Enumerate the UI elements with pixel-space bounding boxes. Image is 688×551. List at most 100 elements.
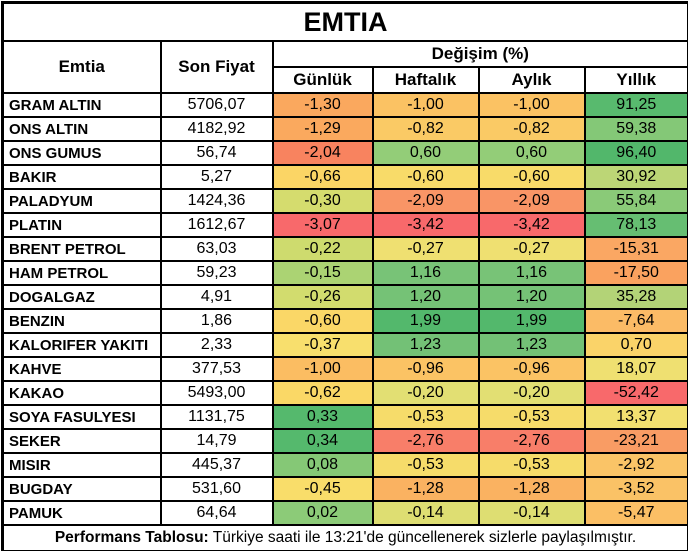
table-row: KAHVE 377,53 -1,00 -0,96 -0,96 18,07 [1,356,688,382]
change-cell-aylik: -0,53 [477,452,586,478]
change-cell-yillik: 59,38 [583,116,688,142]
change-cell-gunluk: -3,07 [271,212,374,238]
change-cell-yillik: -23,21 [583,428,688,454]
change-cell-haftalik: -2,76 [371,428,480,454]
change-cell-haftalik: 0,60 [371,140,480,166]
change-cell-aylik: -0,82 [477,116,586,142]
change-cell-gunluk: -2,04 [271,140,374,166]
commodity-name: ONS GUMUS [1,140,162,166]
last-price: 59,23 [159,260,274,286]
change-cell-haftalik: -0,82 [371,116,480,142]
commodity-name: PLATIN [1,212,162,238]
change-cell-aylik: -3,42 [477,212,586,238]
change-cell-gunluk: -0,66 [271,164,374,190]
last-price: 4,91 [159,284,274,310]
last-price: 5706,07 [159,92,274,118]
table-row: MISIR 445,37 0,08 -0,53 -0,53 -2,92 [1,452,688,478]
change-cell-yillik: -17,50 [583,260,688,286]
change-cell-haftalik: -0,20 [371,380,480,406]
change-cell-aylik: -0,96 [477,356,586,382]
change-cell-yillik: 18,07 [583,356,688,382]
change-cell-aylik: -0,20 [477,380,586,406]
change-cell-gunluk: -0,15 [271,260,374,286]
commodity-name: KAKAO [1,380,162,406]
change-cell-gunluk: -0,22 [271,236,374,262]
footer-text: Türkiye saati ile 13:21'de güncellenerek… [208,529,637,546]
change-cell-aylik: -2,09 [477,188,586,214]
change-cell-gunluk: 0,08 [271,452,374,478]
col-header-aylik: Aylık [477,66,586,94]
change-cell-aylik: -2,76 [477,428,586,454]
commodity-name: BUGDAY [1,476,162,502]
table-row: ONS GUMUS 56,74 -2,04 0,60 0,60 96,40 [1,140,688,166]
change-cell-gunluk: -1,30 [271,92,374,118]
last-price: 56,74 [159,140,274,166]
table-row: PAMUK 64,64 0,02 -0,14 -0,14 -5,47 [1,500,688,526]
last-price: 64,64 [159,500,274,526]
footer-row: Performans Tablosu: Türkiye saati ile 13… [1,524,688,551]
last-price: 1424,36 [159,188,274,214]
change-cell-yillik: -2,92 [583,452,688,478]
change-cell-gunluk: -1,00 [271,356,374,382]
footer-label: Performans Tablosu: [54,529,209,546]
last-price: 531,60 [159,476,274,502]
table-row: PLATIN 1612,67 -3,07 -3,42 -3,42 78,13 [1,212,688,238]
col-header-yillik: Yıllık [583,66,688,94]
change-cell-yillik: -7,64 [583,308,688,334]
change-cell-yillik: 13,37 [583,404,688,430]
table-row: DOGALGAZ 4,91 -0,26 1,20 1,20 35,28 [1,284,688,310]
change-cell-haftalik: 1,16 [371,260,480,286]
change-cell-gunluk: -0,37 [271,332,374,358]
last-price: 5,27 [159,164,274,190]
change-cell-haftalik: -3,42 [371,212,480,238]
commodity-name: DOGALGAZ [1,284,162,310]
change-cell-yillik: -52,42 [583,380,688,406]
table-row: KAKAO 5493,00 -0,62 -0,20 -0,20 -52,42 [1,380,688,406]
sub-header-row: Günlük Haftalık Aylık Yıllık [3,66,688,94]
table-body: GRAM ALTIN 5706,07 -1,30 -1,00 -1,00 91,25 ONS… [1,92,688,526]
commodity-name: BRENT PETROL [1,236,162,262]
change-cell-aylik: -1,28 [477,476,586,502]
change-cell-yillik: 55,84 [583,188,688,214]
table-row: KALORIFER YAKITI 2,33 -0,37 1,23 1,23 0,70 [1,332,688,358]
change-cell-yillik: -15,31 [583,236,688,262]
commodity-name: BENZIN [1,308,162,334]
change-cell-yillik: 91,25 [583,92,688,118]
commodity-name: ONS ALTIN [1,116,162,142]
change-cell-gunluk: -0,62 [271,380,374,406]
table-row: SOYA FASULYESI 1131,75 0,33 -0,53 -0,53 13,37 [1,404,688,430]
change-cell-haftalik: -0,14 [371,500,480,526]
change-cell-haftalik: -1,00 [371,92,480,118]
change-cell-yillik: 30,92 [583,164,688,190]
commodity-name: PAMUK [1,500,162,526]
table-row: BENZIN 1,86 -0,60 1,99 1,99 -7,64 [1,308,688,334]
last-price: 1,86 [159,308,274,334]
table-row: ONS ALTIN 4182,92 -1,29 -0,82 -0,82 59,38 [1,116,688,142]
change-cell-haftalik: -0,53 [371,452,480,478]
change-cell-yillik: -5,47 [583,500,688,526]
commodity-name: KAHVE [1,356,162,382]
change-cell-aylik: -0,14 [477,500,586,526]
change-cell-haftalik: 1,99 [371,308,480,334]
change-cell-haftalik: -1,28 [371,476,480,502]
last-price: 445,37 [159,452,274,478]
last-price: 63,03 [159,236,274,262]
change-cell-aylik: 1,16 [477,260,586,286]
change-cell-gunluk: -0,60 [271,308,374,334]
change-cell-yillik: -3,52 [583,476,688,502]
table-row: PALADYUM 1424,36 -0,30 -2,09 -2,09 55,84 [1,188,688,214]
change-cell-aylik: 1,23 [477,332,586,358]
table-row: BUGDAY 531,60 -0,45 -1,28 -1,28 -3,52 [1,476,688,502]
last-price: 2,33 [159,332,274,358]
col-header-haftalik: Haftalık [371,66,480,94]
change-cell-haftalik: -2,09 [371,188,480,214]
change-cell-yillik: 0,70 [583,332,688,358]
change-cell-aylik: -0,27 [477,236,586,262]
table-row: GRAM ALTIN 5706,07 -1,30 -1,00 -1,00 91,25 [1,92,688,118]
change-cell-gunluk: -0,30 [271,188,374,214]
change-cell-gunluk: 0,02 [271,500,374,526]
table-row: BAKIR 5,27 -0,66 -0,60 -0,60 30,92 [1,164,688,190]
change-cell-yillik: 35,28 [583,284,688,310]
